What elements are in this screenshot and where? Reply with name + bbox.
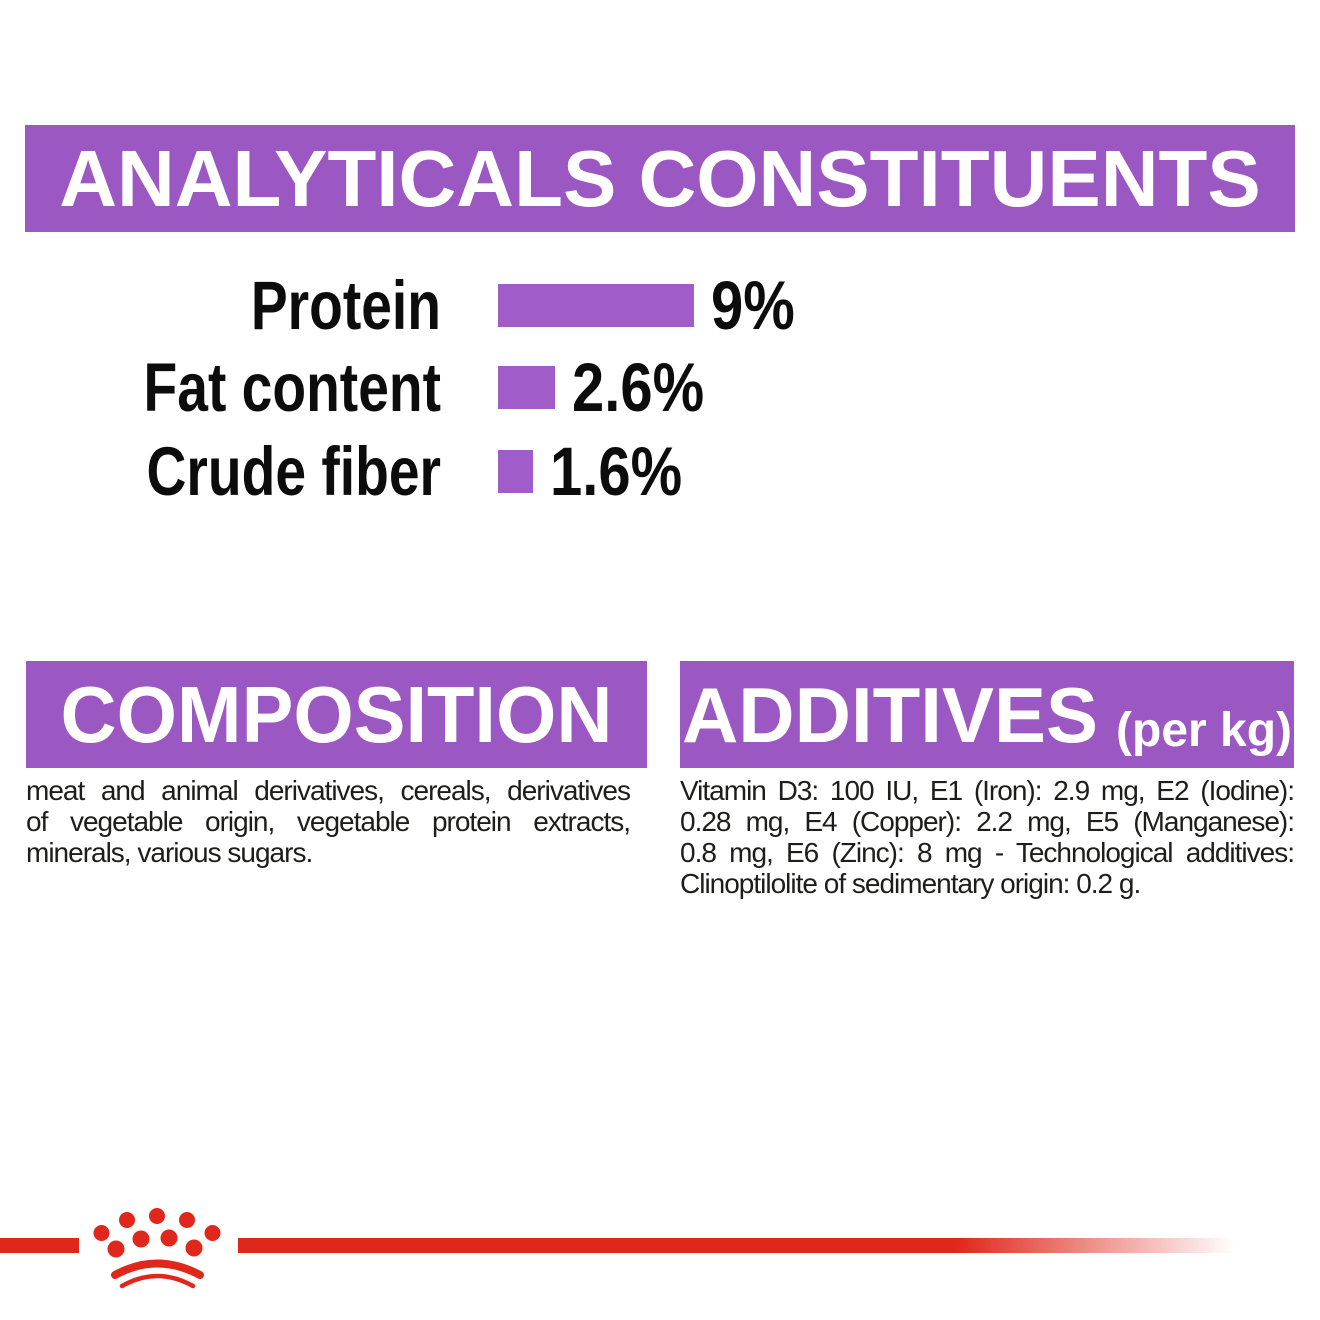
additives-title-suffix: (per kg)	[1116, 703, 1293, 757]
additives-line: 0.28 mg, E4 (Copper): 2.2 mg, E5 (Mangan…	[680, 806, 1295, 837]
analyticals-title: ANALYTICALS CONSTITUENTS	[59, 133, 1261, 223]
additives-title-main: ADDITIVES	[681, 670, 1099, 759]
additives-banner: ADDITIVES (per kg)	[680, 661, 1294, 768]
footer-red-line-left	[0, 1238, 79, 1253]
chart-row-protein: Protein 9%	[0, 271, 1320, 340]
composition-line: minerals, various sugars.	[26, 837, 313, 868]
chart-label-fat-content: Fat content	[143, 348, 441, 426]
analyticals-banner: ANALYTICALS CONSTITUENTS	[25, 125, 1295, 232]
additives-text: Vitamin D3: 100 IU, E1 (Iron): 2.9 mg, E…	[680, 775, 1295, 899]
chart-bar-crude-fiber	[498, 449, 533, 493]
additives-line: Vitamin D3: 100 IU, E1 (Iron): 2.9 mg, E…	[680, 775, 1295, 806]
composition-line: of vegetable origin, vegetable protein e…	[26, 806, 631, 837]
footer-red-line-right	[238, 1238, 1235, 1253]
chart-bar-protein	[498, 283, 695, 327]
composition-text: meat and animal derivatives, cereals, de…	[26, 775, 631, 868]
chart-value-crude-fiber: 1.6%	[549, 432, 682, 510]
composition-title: COMPOSITION	[60, 669, 613, 759]
additives-line: Clinoptilolite of sedimentary origin: 0.…	[680, 868, 1141, 899]
chart-label-protein: Protein	[250, 266, 441, 344]
composition-banner: COMPOSITION	[26, 661, 647, 768]
additives-line: 0.8 mg, E6 (Zinc): 8 mg - Technological …	[680, 837, 1295, 868]
additives-title: ADDITIVES (per kg)	[681, 670, 1293, 759]
chart-label-crude-fiber: Crude fiber	[146, 432, 441, 510]
chart-row-fat-content: Fat content 2.6%	[0, 353, 1320, 422]
chart-bar-fat-content	[498, 365, 555, 409]
chart-value-protein: 9%	[711, 266, 795, 344]
royal-canin-crown-icon	[93, 1208, 221, 1289]
chart-value-fat-content: 2.6%	[571, 348, 704, 426]
chart-row-crude-fiber: Crude fiber 1.6%	[0, 437, 1320, 506]
composition-line: meat and animal derivatives, cereals, de…	[26, 775, 631, 806]
